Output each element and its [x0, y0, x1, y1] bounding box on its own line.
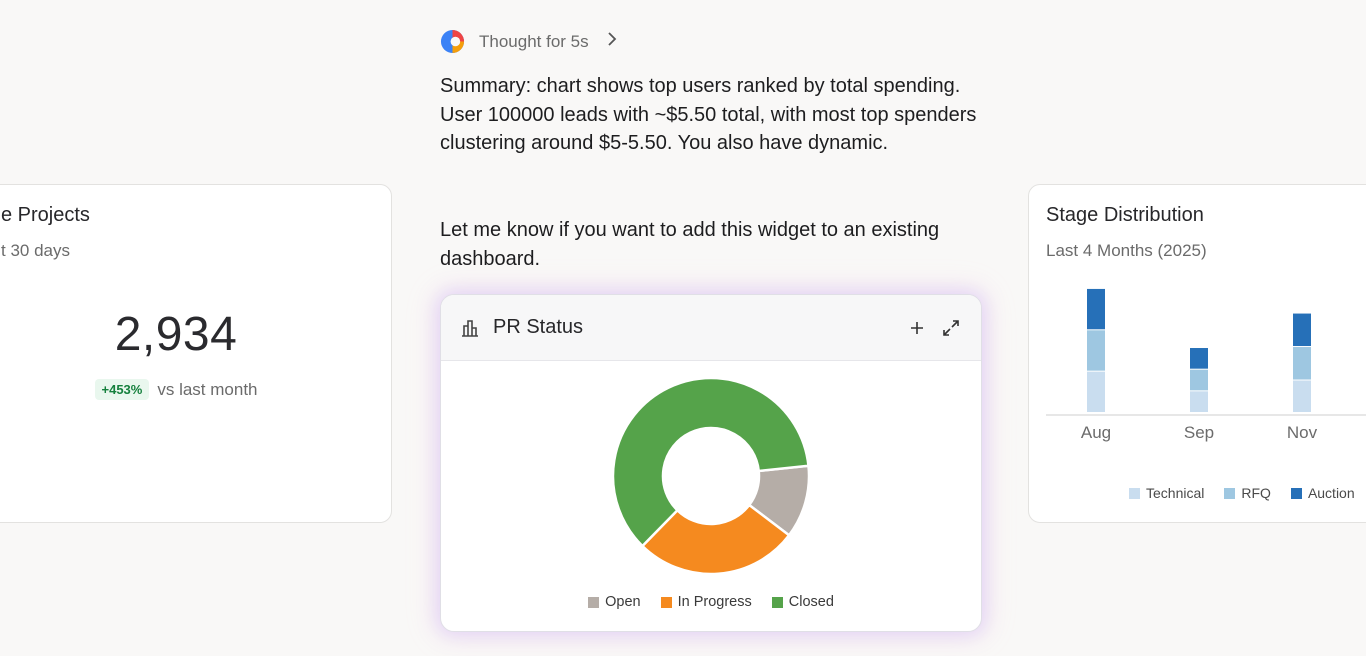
legend-swatch — [771, 596, 783, 608]
x-tick-label: Sep — [1184, 423, 1214, 442]
bar-sep-auction[interactable] — [1190, 348, 1208, 369]
donut-slice-closed[interactable] — [611, 376, 810, 548]
x-tick-label: Aug — [1081, 423, 1111, 442]
add-widget-button[interactable] — [905, 316, 929, 340]
legend-swatch — [1224, 487, 1236, 499]
assistant-followup-text: Let me know if you want to add this widg… — [440, 219, 940, 270]
legend-label: Auction — [1307, 485, 1355, 501]
bar-nov-rfq[interactable] — [1293, 347, 1311, 380]
expand-widget-button[interactable] — [939, 316, 963, 340]
legend-label: Open — [605, 594, 641, 610]
assistant-summary-text: Summary: chart shows top users ranked by… — [440, 75, 977, 154]
legend-label: RFQ — [1241, 485, 1271, 501]
legend-swatch — [1129, 487, 1140, 499]
card-subtitle: Last 4 Months (2025) — [1046, 241, 1207, 260]
bar-sep-technical[interactable] — [1190, 391, 1208, 412]
delta-row: +453% vs last month — [0, 379, 391, 400]
bar-aug-technical[interactable] — [1087, 371, 1105, 412]
delta-label: vs last month — [157, 379, 258, 399]
legend-item-technical[interactable]: Technical — [1129, 485, 1204, 501]
legend-item-rfq[interactable]: RFQ — [1224, 485, 1271, 501]
kpi-value: 2,934 — [114, 308, 238, 361]
thought-label: Thought for 5s — [479, 31, 589, 51]
card-title: Stage Distribution — [1046, 204, 1204, 226]
card-title: e Projects — [1, 204, 90, 226]
legend-item-in-progress[interactable]: In Progress — [660, 594, 752, 610]
plus-icon — [911, 321, 923, 334]
bar-chart-icon — [462, 319, 478, 337]
legend-label: In Progress — [677, 594, 752, 610]
legend-swatch — [588, 596, 600, 608]
bar-sep-rfq[interactable] — [1190, 369, 1208, 391]
pr-status-legend: Open In Progress Closed — [441, 594, 981, 610]
legend-item-open[interactable]: Open — [588, 594, 641, 610]
stage-legend: Technical RFQ Auction — [1129, 485, 1355, 501]
legend-item-auction[interactable]: Auction — [1290, 485, 1355, 501]
bar-aug-auction[interactable] — [1087, 288, 1105, 330]
active-projects-card: e Projects t 30 days 2,934 +453% vs last… — [0, 184, 392, 523]
bar-nov-auction[interactable] — [1293, 313, 1311, 347]
bar-nov-technical[interactable] — [1293, 380, 1311, 412]
widget-title: PR Status — [493, 316, 584, 338]
expand-icon — [943, 319, 959, 336]
legend-label: Closed — [788, 594, 834, 610]
donut-slice-in-progress[interactable] — [640, 503, 791, 576]
card-subtitle: t 30 days — [1, 241, 70, 260]
legend-swatch — [660, 596, 672, 608]
thought-indicator[interactable]: Thought for 5s — [440, 29, 617, 54]
stage-distribution-card: Stage Distribution Last 4 Months (2025) … — [1028, 184, 1366, 523]
stage-distribution-chart: Aug Sep Nov — [1046, 288, 1366, 442]
pr-status-widget: PR Status Open In Progress Closed — [440, 294, 982, 632]
legend-item-closed[interactable]: Closed — [771, 594, 834, 610]
legend-label: Technical — [1146, 485, 1205, 501]
widget-header: PR Status — [441, 295, 981, 361]
pr-status-donut-chart — [611, 376, 811, 576]
legend-swatch — [1290, 487, 1302, 499]
assistant-logo-icon — [440, 29, 465, 54]
delta-badge: +453% — [94, 379, 150, 400]
bar-aug-rfq[interactable] — [1087, 330, 1105, 371]
x-tick-label: Nov — [1287, 423, 1318, 442]
chevron-right-icon — [607, 31, 617, 52]
